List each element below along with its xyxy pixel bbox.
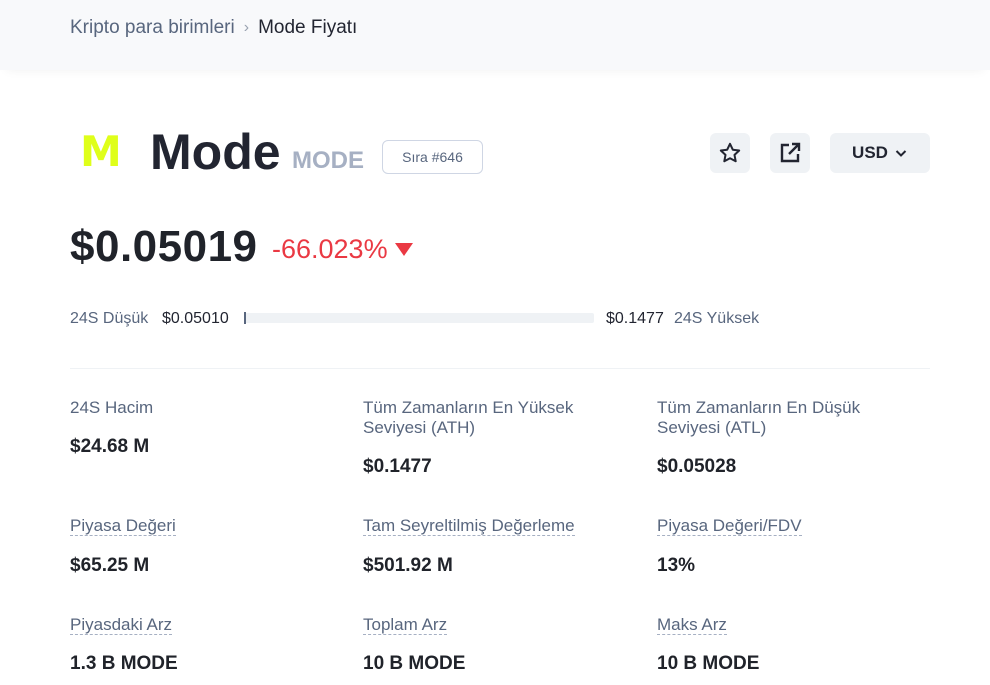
- coin-name: Mode: [150, 124, 281, 180]
- price-change: -66.023%: [272, 232, 413, 266]
- stat-value: $0.05028: [657, 456, 737, 477]
- price-change-value: -66.023%: [272, 234, 388, 264]
- stat-item: Piyasa Değeri $65.25 M: [70, 516, 330, 576]
- stat-value: $501.92 M: [363, 555, 453, 576]
- stat-value: 13%: [657, 555, 696, 576]
- breadcrumb: Kripto para birimleri › Mode Fiyatı: [70, 17, 357, 39]
- stat-value: $65.25 M: [70, 555, 150, 576]
- breadcrumb-bar: Kripto para birimleri › Mode Fiyatı: [0, 0, 990, 70]
- stat-label[interactable]: Piyasdaki Arz: [70, 615, 173, 635]
- watchlist-button[interactable]: [710, 133, 750, 173]
- stat-value: 10 B MODE: [363, 653, 466, 674]
- stat-label[interactable]: Piyasa Değeri/FDV: [657, 516, 802, 536]
- range-low-label: 24S Düşük: [70, 310, 149, 327]
- stat-value: $24.68 M: [70, 436, 150, 457]
- stat-item: Tam Seyreltilmiş Değerleme $501.92 M: [363, 516, 623, 576]
- breadcrumb-link-cryptocurrencies[interactable]: Kripto para birimleri: [70, 17, 235, 38]
- currency-select[interactable]: USD: [830, 133, 930, 173]
- stat-item: Tüm Zamanların En Yüksek Seviyesi (ATH) $…: [363, 398, 623, 477]
- chevron-right-icon: ›: [243, 19, 250, 36]
- caret-down-icon: [394, 242, 413, 256]
- stat-item: Piyasa Değeri/FDV 13%: [657, 516, 917, 576]
- stat-item: Toplam Arz 10 B MODE: [363, 615, 623, 674]
- range-high-label: 24S Yüksek: [674, 310, 760, 327]
- breadcrumb-current: Mode Fiyatı: [258, 17, 358, 38]
- range-low-value: $0.05010: [162, 310, 229, 327]
- price-value: $0.05019: [70, 222, 258, 271]
- rank-badge: Sıra #646: [382, 140, 483, 174]
- star-icon: [719, 142, 741, 163]
- range-high-value: $0.1477: [606, 310, 664, 327]
- coin-logo: M: [80, 127, 122, 176]
- stat-label[interactable]: Tam Seyreltilmiş Değerleme: [363, 516, 575, 536]
- stat-label: Tüm Zamanların En Düşük Seviyesi (ATL): [657, 398, 861, 437]
- range-bar-marker: [244, 312, 246, 324]
- share-icon: [780, 142, 801, 163]
- stat-label: 24S Hacim: [70, 398, 154, 417]
- chevron-down-icon: [895, 150, 907, 157]
- range-bar: [244, 312, 594, 324]
- stat-label[interactable]: Maks Arz: [657, 615, 727, 635]
- stat-item: Maks Arz 10 B MODE: [657, 615, 917, 674]
- stat-item: Tüm Zamanların En Düşük Seviyesi (ATL) $0…: [657, 398, 917, 477]
- stat-item: Piyasdaki Arz 1.3 B MODE: [70, 615, 330, 674]
- stat-item: 24S Hacim $24.68 M: [70, 398, 330, 457]
- stat-label[interactable]: Piyasa Değeri: [70, 516, 176, 536]
- currency-label: USD: [852, 143, 888, 162]
- range-24h: 24S Düşük $0.05010 $0.1477 24S Yüksek: [70, 308, 930, 330]
- stat-label[interactable]: Toplam Arz: [363, 615, 448, 635]
- divider: [70, 368, 930, 369]
- stat-value: $0.1477: [363, 456, 432, 477]
- stat-value: 1.3 B MODE: [70, 653, 178, 674]
- share-button[interactable]: [770, 133, 810, 173]
- stat-value: 10 B MODE: [657, 653, 760, 674]
- coin-symbol: MODE: [292, 147, 364, 174]
- stat-label: Tüm Zamanların En Yüksek Seviyesi (ATH): [363, 398, 574, 437]
